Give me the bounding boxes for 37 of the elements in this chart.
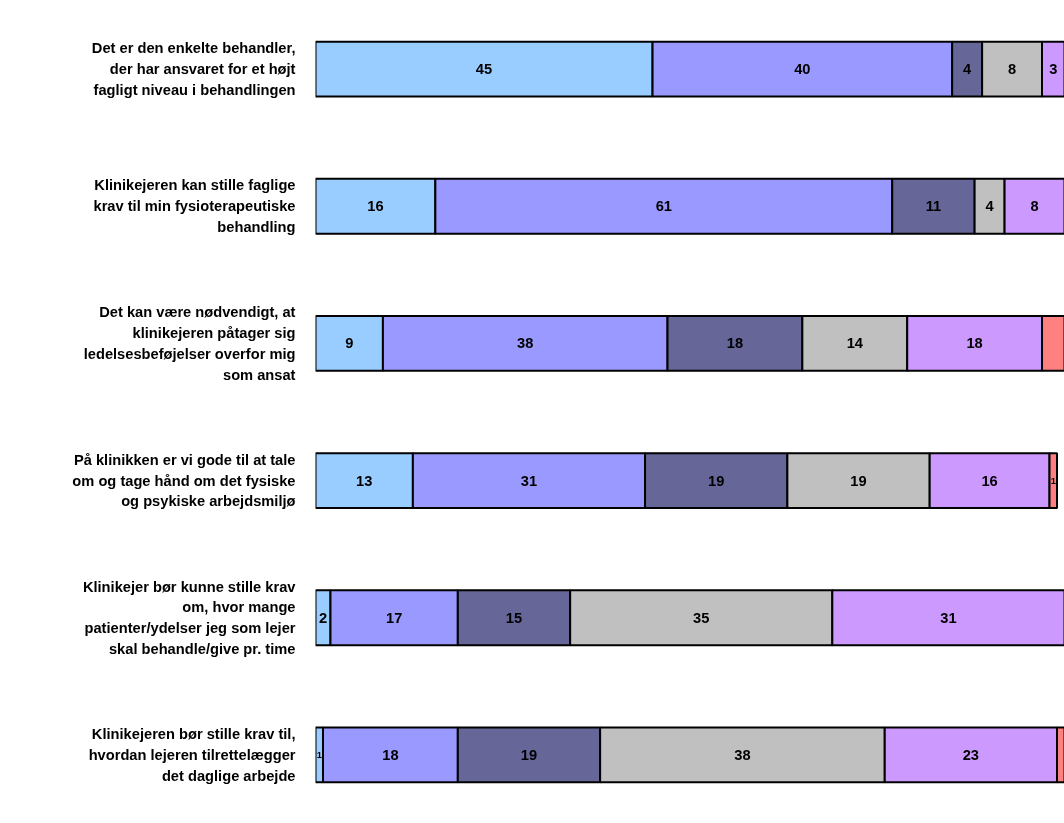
data-label: 14 — [846, 335, 864, 352]
data-label: 4 — [985, 198, 995, 215]
data-label: 23 — [962, 746, 980, 763]
y-tick-label: Det kan være nødvendigt, at klinikejeren påtager sig ledelsesbeføjelser overfor mig som ansat — [83, 304, 296, 383]
y-tick-label: Klinikejeren bør stille krav til, hvordan lejeren tilrettelægger det daglige arbejde — [88, 726, 296, 784]
data-label: 31 — [520, 472, 538, 489]
data-label: 61 — [655, 198, 672, 215]
data-label: 16 — [981, 472, 998, 489]
data-label: 15 — [505, 609, 523, 626]
data-label: 35 — [693, 609, 710, 626]
y-tick-label: Klinikejer bør kunne stille krav om, hvor mange patienter/ydelser jeg som lejer skal behandle/give pr. time — [82, 578, 297, 657]
data-label: 17 — [385, 609, 403, 626]
data-label: 11 — [925, 198, 942, 215]
y-tick-label: På klinikken er vi gode til at tale om og tage hånd om det fysiske og psykiske arbejdsmiljø — [72, 451, 296, 510]
data-label: 8 — [1007, 61, 1017, 78]
data-label: 4 — [963, 61, 973, 78]
data-label: 1 — [316, 749, 322, 760]
data-label: 40 — [794, 61, 811, 78]
data-label: 38 — [734, 746, 751, 763]
data-label: 8 — [1030, 198, 1039, 215]
data-label: 19 — [708, 472, 725, 489]
data-label: 18 — [966, 335, 983, 352]
data-label: 18 — [382, 746, 399, 763]
data-label: 31 — [940, 609, 957, 626]
data-label: 9 — [345, 335, 354, 352]
data-label: 18 — [726, 335, 744, 352]
data-label: 13 — [356, 472, 373, 489]
data-label: 45 — [475, 61, 493, 78]
data-label: 19 — [520, 746, 538, 763]
data-label: 16 — [367, 198, 384, 215]
data-label: 2 — [318, 609, 328, 626]
data-label: 1 — [1050, 475, 1056, 486]
data-label: 19 — [850, 472, 867, 489]
data-label: 3 — [1049, 61, 1058, 78]
y-tick-label: Det er den enkelte behandler, der har ansvaret for et højt fagligt niveau i behandlingen — [91, 40, 296, 98]
y-tick-label: Klinikejeren kan stille faglige krav til min fysioterapeutiske behandling — [93, 177, 296, 236]
data-label: 38 — [517, 335, 534, 352]
